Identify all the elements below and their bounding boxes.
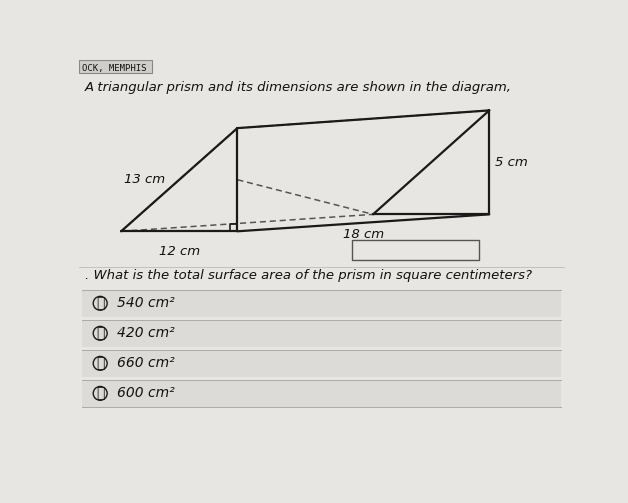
Text: Ⓐ: Ⓐ xyxy=(96,296,104,310)
Text: 600 cm²: 600 cm² xyxy=(117,386,175,400)
Bar xyxy=(78,60,152,72)
Bar xyxy=(82,320,561,347)
Text: Ⓑ: Ⓑ xyxy=(96,326,104,341)
Text: Ⓓ: Ⓓ xyxy=(96,386,104,400)
Text: 5 cm: 5 cm xyxy=(495,156,528,169)
Text: A triangular prism and its dimensions are shown in the diagram,: A triangular prism and its dimensions ar… xyxy=(85,81,512,94)
Text: Ⓒ: Ⓒ xyxy=(96,356,104,370)
Text: 18 cm: 18 cm xyxy=(343,228,384,241)
Text: OCK, MEMPHIS: OCK, MEMPHIS xyxy=(82,64,146,73)
Text: . What is the total surface area of the prism in square centimeters?: . What is the total surface area of the … xyxy=(85,270,532,283)
Bar xyxy=(82,350,561,377)
Text: 540 cm²: 540 cm² xyxy=(117,296,175,310)
Text: 13 cm: 13 cm xyxy=(124,173,165,186)
Bar xyxy=(82,380,561,407)
FancyBboxPatch shape xyxy=(352,240,479,260)
Text: 420 cm²: 420 cm² xyxy=(117,326,175,341)
Text: 12 cm: 12 cm xyxy=(159,245,200,258)
Bar xyxy=(82,290,561,317)
Text: 660 cm²: 660 cm² xyxy=(117,356,175,370)
Text: Not drawn to scale: Not drawn to scale xyxy=(360,243,471,257)
